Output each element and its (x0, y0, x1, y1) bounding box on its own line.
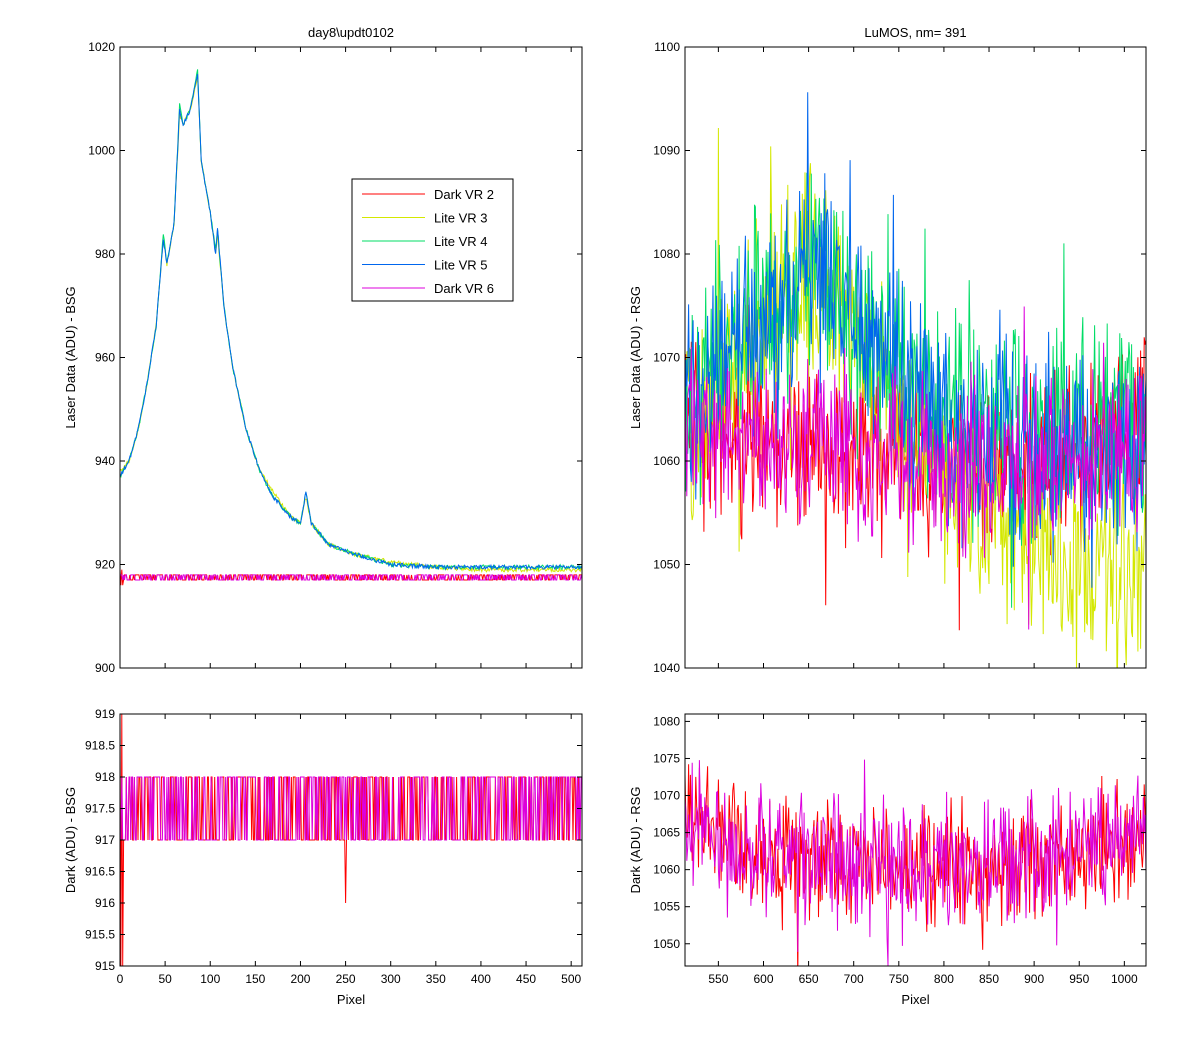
x-tick-label: 50 (158, 972, 172, 986)
legend-entry: Dark VR 2 (434, 187, 494, 202)
y-tick-label: 1060 (653, 454, 680, 468)
x-tick-label: 200 (290, 972, 310, 986)
y-tick-label: 1040 (653, 661, 680, 675)
y-tick-label: 960 (95, 351, 115, 365)
y-tick-label: 919 (95, 707, 115, 721)
chart-title: day8\updt0102 (308, 25, 394, 40)
y-tick-label: 1055 (653, 900, 680, 914)
y-tick-label: 917 (95, 833, 115, 847)
y-tick-label: 940 (95, 454, 115, 468)
plot-area (685, 759, 1146, 966)
series-line-dark-vr-6 (685, 759, 1146, 966)
y-tick-label: 916.5 (85, 865, 115, 879)
x-tick-label: 1000 (1111, 972, 1138, 986)
y-tick-label: 920 (95, 558, 115, 572)
legend-entry: Dark VR 6 (434, 281, 494, 296)
x-tick-label: 650 (799, 972, 819, 986)
y-tick-label: 916 (95, 896, 115, 910)
y-axis-label: Dark (ADU) - BSG (63, 787, 78, 893)
series-line-dark-vr-6 (120, 574, 582, 581)
y-tick-label: 900 (95, 661, 115, 675)
plot-area (120, 69, 582, 586)
y-tick-label: 1100 (654, 40, 680, 54)
x-tick-label: 350 (426, 972, 446, 986)
y-axis-label: Laser Data (ADU) - RSG (628, 286, 643, 429)
x-tick-label: 100 (200, 972, 220, 986)
y-tick-label: 980 (95, 247, 115, 261)
x-tick-label: 850 (979, 972, 999, 986)
y-tick-label: 1080 (653, 247, 680, 261)
plot-area (685, 92, 1146, 668)
x-tick-label: 300 (381, 972, 401, 986)
y-axis-label: Dark (ADU) - RSG (628, 787, 643, 894)
legend-entry: Lite VR 5 (434, 258, 487, 273)
x-tick-label: 400 (471, 972, 491, 986)
x-tick-label: 250 (336, 972, 356, 986)
x-axis-label: Pixel (337, 992, 365, 1007)
x-tick-label: 550 (708, 972, 728, 986)
y-tick-label: 1090 (653, 144, 680, 158)
chart-top-left: 900 920 940 960 980 1000 1020 day8\updt0102 Lase… (63, 25, 583, 675)
x-tick-label: 950 (1069, 972, 1089, 986)
y-tick-label: 1050 (653, 937, 680, 951)
y-tick-label: 915.5 (85, 928, 115, 942)
x-tick-label: 750 (889, 972, 909, 986)
y-tick-label: 918 (95, 770, 115, 784)
y-tick-label: 1070 (653, 789, 680, 803)
y-tick-label: 917.5 (85, 802, 115, 816)
y-tick-label: 1060 (653, 863, 680, 877)
x-tick-label: 800 (934, 972, 954, 986)
y-tick-label: 915 (95, 959, 115, 973)
y-tick-label: 1050 (653, 558, 680, 572)
y-tick-label: 1065 (653, 826, 680, 840)
y-tick-label: 1080 (653, 714, 680, 728)
legend-entry: Lite VR 3 (434, 211, 487, 226)
x-tick-label: 500 (561, 972, 581, 986)
axes-frame (684, 713, 1147, 967)
chart-bottom-right: 1050 1055 1060 1065 1070 1075 1080 550 600 650 700… (628, 713, 1147, 1007)
x-tick-label: 700 (844, 972, 864, 986)
plot-area (120, 714, 582, 966)
legend-box (351, 178, 514, 302)
y-tick-label: 1020 (88, 40, 115, 54)
chart-title: LuMOS, nm= 391 (864, 25, 966, 40)
y-tick-label: 918.5 (85, 739, 115, 753)
chart-top-right: 1040 1050 1060 1070 1080 1090 1100 LuMOS, nm= 3… (628, 25, 1147, 675)
y-tick-label: 1000 (88, 144, 115, 158)
legend-entry: Lite VR 4 (434, 234, 487, 249)
chart-bottom-left: 915 915.5 916 916.5 917 917.5 918 918.5 919 0 50 10… (63, 707, 583, 1007)
x-tick-label: 900 (1024, 972, 1044, 986)
y-tick-label: 1070 (653, 351, 680, 365)
y-tick-label: 1075 (653, 751, 680, 765)
series-line-dark-vr-2 (685, 304, 1146, 631)
series-line-lite-vr-5 (120, 73, 582, 571)
x-tick-label: 0 (117, 972, 124, 986)
series-line-dark-vr-6 (685, 306, 1146, 630)
y-axis-label: Laser Data (ADU) - BSG (63, 286, 78, 428)
legend: Dark VR 2 Lite VR 3 Lite VR 4 Lite VR 5 Dark… (351, 178, 514, 302)
x-tick-label: 600 (753, 972, 773, 986)
x-tick-label: 150 (245, 972, 265, 986)
series-line-dark-vr-6 (120, 776, 582, 841)
x-tick-label: 450 (516, 972, 536, 986)
x-axis-label: Pixel (901, 992, 929, 1007)
